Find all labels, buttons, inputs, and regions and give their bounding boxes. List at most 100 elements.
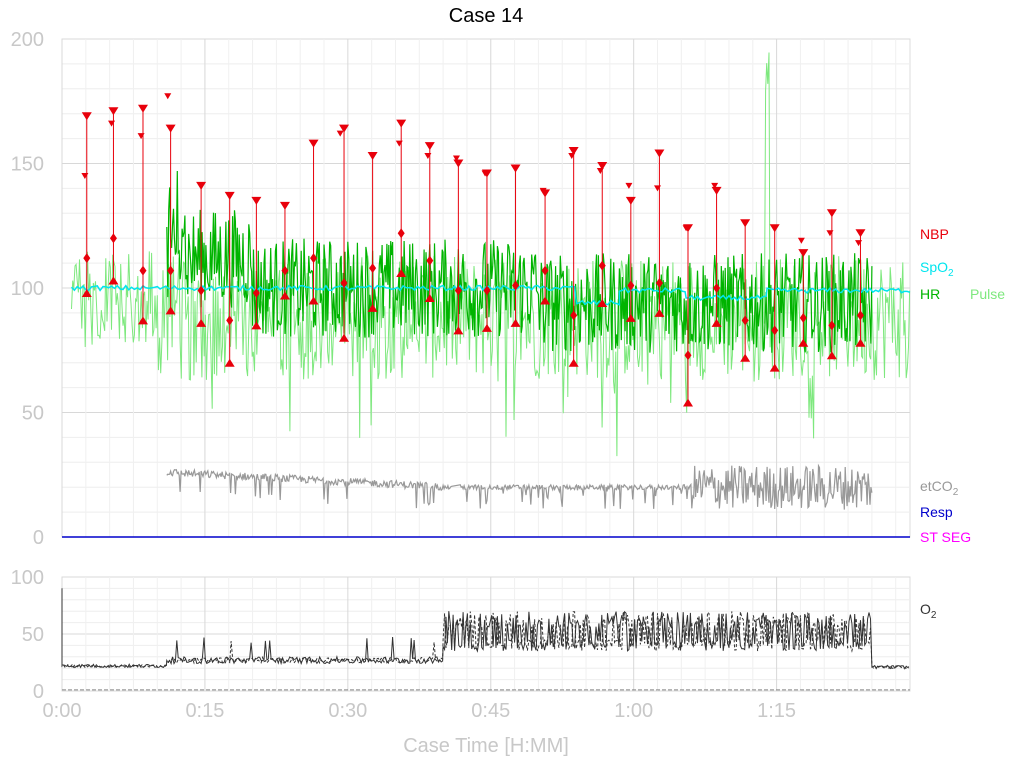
y-tick-label: 50: [22, 624, 44, 646]
nbp-diastolic-marker: [137, 316, 148, 325]
nbp-systolic-marker: [855, 229, 866, 238]
nbp-diastolic-marker: [279, 291, 290, 300]
nbp-mean-marker: [828, 320, 836, 331]
nbp-extra-marker: [481, 170, 489, 177]
hr-series: [166, 170, 873, 353]
nbp-diastolic-marker: [251, 321, 262, 330]
nbp-diastolic-marker: [367, 303, 378, 312]
nbp-mean-marker: [541, 265, 549, 276]
nbp-systolic-marker: [453, 159, 464, 168]
nbp-mean-marker: [281, 265, 289, 276]
y-tick-label: 200: [11, 29, 44, 51]
nbp-mean-marker: [483, 285, 491, 296]
o2-series: [61, 588, 910, 691]
nbp-extra-marker: [855, 240, 863, 247]
nbp-systolic-marker: [769, 224, 780, 233]
nbp-diastolic-marker: [625, 313, 636, 322]
nbp-diastolic-marker: [81, 288, 92, 297]
nbp-extra-marker: [797, 237, 805, 244]
nbp-systolic-marker: [740, 219, 751, 228]
nbp-mean-marker: [226, 315, 234, 326]
nbp-extra-marker: [682, 225, 690, 232]
y-tick-label: 50: [22, 403, 44, 425]
nbp-systolic-marker: [597, 161, 608, 170]
nbp-mean-marker: [109, 233, 117, 244]
nbp-systolic-marker: [798, 249, 809, 258]
o2-line: [61, 588, 910, 670]
x-tick-label: 1:15: [757, 700, 796, 722]
nbp-systolic-marker: [826, 209, 837, 218]
nbp-mean-marker: [627, 280, 635, 291]
nbp-systolic-marker: [654, 149, 665, 158]
nbp-diastolic-marker: [568, 358, 579, 367]
nbp-mean-marker: [139, 265, 147, 276]
y-tick-label: 100: [11, 567, 44, 589]
nbp-mean-marker: [252, 287, 260, 298]
legend-spo2: SpO2: [920, 259, 954, 279]
spo2-line: [70, 284, 911, 306]
nbp-extra-marker: [336, 130, 344, 137]
nbp-systolic-marker: [711, 186, 722, 195]
nbp-diastolic-marker: [540, 296, 551, 305]
nbp-diastolic-marker: [798, 338, 809, 347]
x-tick-label: 0:30: [328, 700, 367, 722]
nbp-mean-marker: [598, 260, 606, 271]
nbp-diastolic-marker: [339, 333, 350, 342]
nbp-mean-marker: [397, 228, 405, 239]
nbp-diastolic-marker: [424, 293, 435, 302]
nbp-systolic-marker: [339, 124, 350, 133]
nbp-mean-marker: [570, 310, 578, 321]
etco2-series: [166, 463, 873, 510]
nbp-series: [81, 93, 866, 407]
nbp-mean-marker: [655, 278, 663, 289]
nbp-mean-marker: [167, 265, 175, 276]
nbp-systolic-marker: [81, 112, 92, 121]
nbp-extra-marker: [81, 172, 89, 179]
nbp-diastolic-marker: [308, 296, 319, 305]
nbp-systolic-marker: [367, 152, 378, 161]
o2-line: [61, 588, 910, 670]
o2-grid: [61, 576, 911, 692]
legend-hr: HR: [920, 286, 940, 302]
etco2-line: [166, 463, 873, 510]
nbp-mean-marker: [713, 283, 721, 293]
nbp-diastolic-marker: [654, 308, 665, 317]
nbp-extra-marker: [395, 140, 403, 147]
nbp-systolic-marker: [279, 201, 290, 210]
nbp-extra-marker: [452, 155, 460, 162]
x-tick-label: 0:00: [43, 700, 82, 722]
legend-resp: Resp: [920, 504, 953, 520]
x-tick-label: 0:15: [185, 700, 224, 722]
nbp-diastolic-marker: [711, 318, 722, 327]
legend-pulse: Pulse: [970, 286, 1005, 302]
axes: 0 50 100 150 200 0 50 100 0:00 0:15 0:30 0:45 1:00 1:…: [11, 29, 796, 722]
x-tick-label: 1:00: [614, 700, 653, 722]
nbp-diastolic-marker: [108, 276, 119, 285]
nbp-diastolic-marker: [396, 269, 407, 278]
legend-nbp: NBP: [920, 226, 949, 242]
nbp-diastolic-marker: [826, 351, 837, 360]
nbp-diastolic-marker: [481, 323, 492, 332]
nbp-diastolic-marker: [769, 363, 780, 372]
nbp-systolic-marker: [308, 139, 319, 148]
legend-o2: O2: [920, 601, 937, 621]
nbp-extra-marker: [826, 230, 834, 237]
nbp-extra-marker: [568, 153, 576, 160]
nbp-mean-marker: [340, 278, 348, 289]
nbp-diastolic-marker: [855, 338, 866, 347]
nbp-diastolic-marker: [740, 353, 751, 362]
nbp-systolic-marker: [424, 142, 435, 151]
x-axis-label: Case Time [H:MM]: [403, 735, 569, 757]
nbp-mean-marker: [771, 325, 779, 336]
nbp-extra-marker: [424, 153, 432, 160]
nbp-diastolic-marker: [597, 298, 608, 307]
nbp-mean-marker: [83, 253, 91, 264]
nbp-diastolic-marker: [196, 318, 207, 327]
nbp-mean-marker: [512, 280, 520, 291]
nbp-diastolic-marker: [453, 326, 464, 335]
nbp-systolic-marker: [196, 181, 207, 190]
nbp-mean-marker: [426, 255, 434, 266]
nbp-mean-marker: [369, 263, 377, 274]
nbp-extra-marker: [596, 167, 604, 174]
